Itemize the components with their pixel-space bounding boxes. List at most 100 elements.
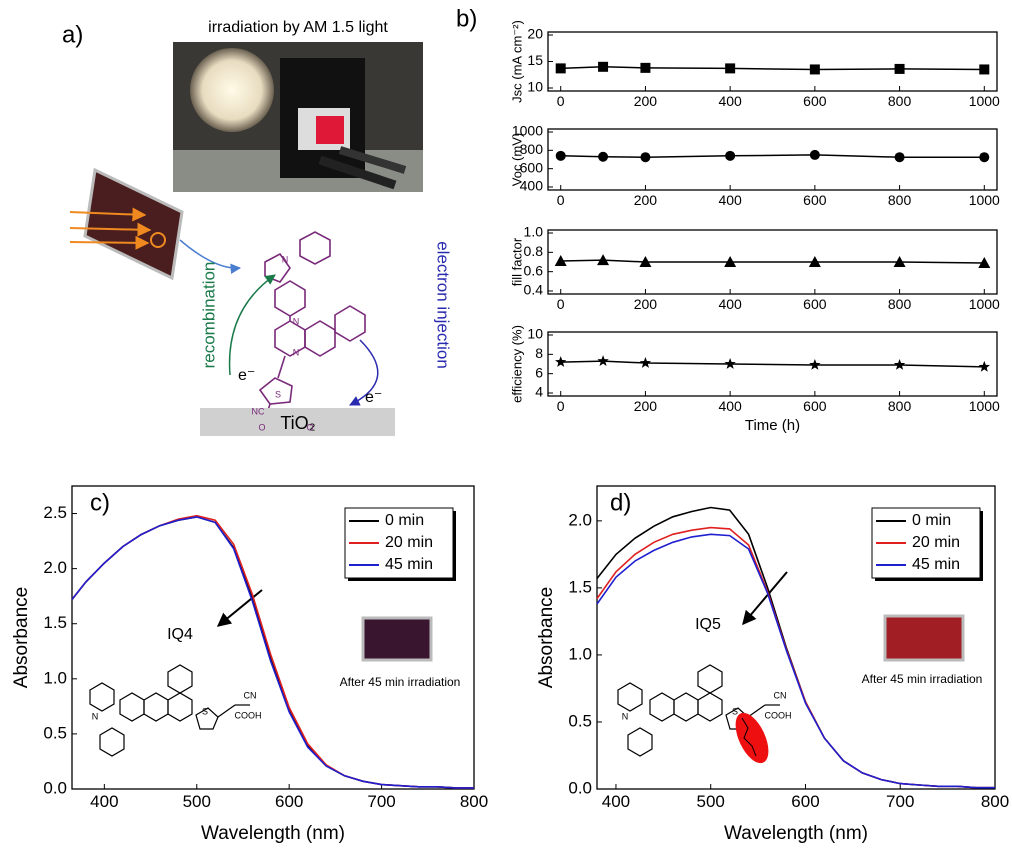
y-tick-label: 0.4 xyxy=(524,282,544,298)
data-marker xyxy=(640,152,650,162)
x-tick-label: 400 xyxy=(718,192,742,208)
data-marker xyxy=(724,358,735,369)
y-tick-label: 10 xyxy=(527,79,543,95)
y-tick-label: 6 xyxy=(535,364,543,380)
injection-label: electron injection xyxy=(434,241,453,369)
x-tick-label: 700 xyxy=(367,792,395,811)
figure: a) irradiation by AM 1.5 light recombinati… xyxy=(0,0,1012,846)
recombination-label: recombination xyxy=(199,262,218,369)
data-marker xyxy=(725,151,735,161)
x-tick-label: 400 xyxy=(718,398,742,414)
x-tick-label: 1000 xyxy=(969,192,1000,208)
legend-label: 20 min xyxy=(912,534,960,551)
x-tick-label: 600 xyxy=(803,398,827,414)
x-tick-label: 400 xyxy=(602,792,630,811)
data-marker xyxy=(640,63,650,73)
x-tick-label: 800 xyxy=(888,296,912,312)
panel-c-artwork xyxy=(90,590,431,756)
y-axis-label: Jsc (mA cm⁻²) xyxy=(509,20,524,103)
x-tick-label: 700 xyxy=(886,792,914,811)
molecule xyxy=(90,665,250,756)
x-tick-label: 500 xyxy=(183,792,211,811)
film-photo xyxy=(885,616,963,660)
recombination-arrow xyxy=(230,275,275,375)
annotation: CN xyxy=(774,690,787,700)
film-photo xyxy=(363,618,431,660)
legend-label: 20 min xyxy=(385,534,433,551)
x-tick-label: 600 xyxy=(803,296,827,312)
x-tick-label: 600 xyxy=(275,792,303,811)
x-axis-label: Time (h) xyxy=(745,417,800,434)
electron-label: e⁻ xyxy=(238,367,255,384)
x-tick-label: 800 xyxy=(888,192,912,208)
y-tick-label: 0.0 xyxy=(43,778,67,797)
data-marker xyxy=(979,152,989,162)
legend-label: 45 min xyxy=(385,556,433,573)
y-tick-label: 0.5 xyxy=(568,711,592,730)
y-tick-label: 1.0 xyxy=(524,224,544,240)
data-marker xyxy=(597,355,608,366)
x-tick-label: 800 xyxy=(888,398,912,414)
x-tick-label: 800 xyxy=(981,792,1009,811)
data-marker xyxy=(810,150,820,160)
atom-label: O xyxy=(306,422,313,432)
x-tick-label: 1000 xyxy=(969,398,1000,414)
x-tick-label: 800 xyxy=(460,792,488,811)
panel-label: c) xyxy=(90,489,110,516)
data-marker xyxy=(598,62,608,72)
atom-label: N xyxy=(293,347,300,357)
x-tick-label: 1000 xyxy=(969,93,1000,109)
device xyxy=(85,170,182,278)
y-axis-label: Absorbance xyxy=(536,587,557,688)
x-tick-label: 0 xyxy=(557,192,565,208)
x-tick-label: 800 xyxy=(888,93,912,109)
annotation: IQ5 xyxy=(695,616,721,633)
data-marker xyxy=(894,359,905,370)
data-line xyxy=(561,67,985,70)
data-marker xyxy=(810,64,820,74)
atom-label: N xyxy=(293,316,300,326)
annotation: After 45 min irradiation xyxy=(340,675,461,689)
data-line xyxy=(561,155,985,157)
x-tick-label: 600 xyxy=(803,192,827,208)
data-marker xyxy=(725,63,735,73)
x-tick-label: 0 xyxy=(557,398,565,414)
lamp xyxy=(190,48,274,132)
y-tick-label: 0.6 xyxy=(524,262,544,278)
annotation: COOH xyxy=(235,710,262,720)
legend-label: 0 min xyxy=(385,512,424,529)
x-tick-label: 0 xyxy=(557,93,565,109)
panel-label: a) xyxy=(62,21,83,48)
y-tick-label: 0.8 xyxy=(524,243,544,259)
annotation: N xyxy=(92,711,99,721)
legend-label: 0 min xyxy=(912,512,951,529)
atom-label: S xyxy=(275,389,281,399)
data-marker xyxy=(979,361,990,372)
atom-label: O xyxy=(258,422,265,432)
y-tick-label: 1.5 xyxy=(43,613,67,632)
data-marker xyxy=(640,357,651,368)
y-tick-label: 2.0 xyxy=(43,558,67,577)
data-marker xyxy=(809,359,820,370)
y-tick-label: 4 xyxy=(535,384,543,400)
data-marker xyxy=(895,64,905,74)
y-tick-label: 0.5 xyxy=(43,723,67,742)
x-tick-label: 200 xyxy=(634,398,658,414)
annotation: CN xyxy=(244,690,257,700)
panel-label: d) xyxy=(610,489,631,516)
atom-label: N xyxy=(282,254,289,264)
legend-label: 45 min xyxy=(912,556,960,573)
plot-frame xyxy=(548,129,997,190)
y-tick-label: 20 xyxy=(527,26,543,42)
x-tick-label: 0 xyxy=(557,296,565,312)
x-tick-label: 200 xyxy=(634,192,658,208)
panel-label: b) xyxy=(456,5,477,32)
caption: irradiation by AM 1.5 light xyxy=(208,19,388,36)
y-tick-label: 15 xyxy=(527,52,543,68)
y-axis-label: Absorbance xyxy=(11,587,32,688)
y-tick-label: 1.0 xyxy=(43,668,67,687)
y-tick-label: 2.5 xyxy=(43,503,67,522)
y-tick-label: 1.0 xyxy=(568,644,592,663)
annotation: COOH xyxy=(765,710,792,720)
plot-frame xyxy=(548,32,997,91)
